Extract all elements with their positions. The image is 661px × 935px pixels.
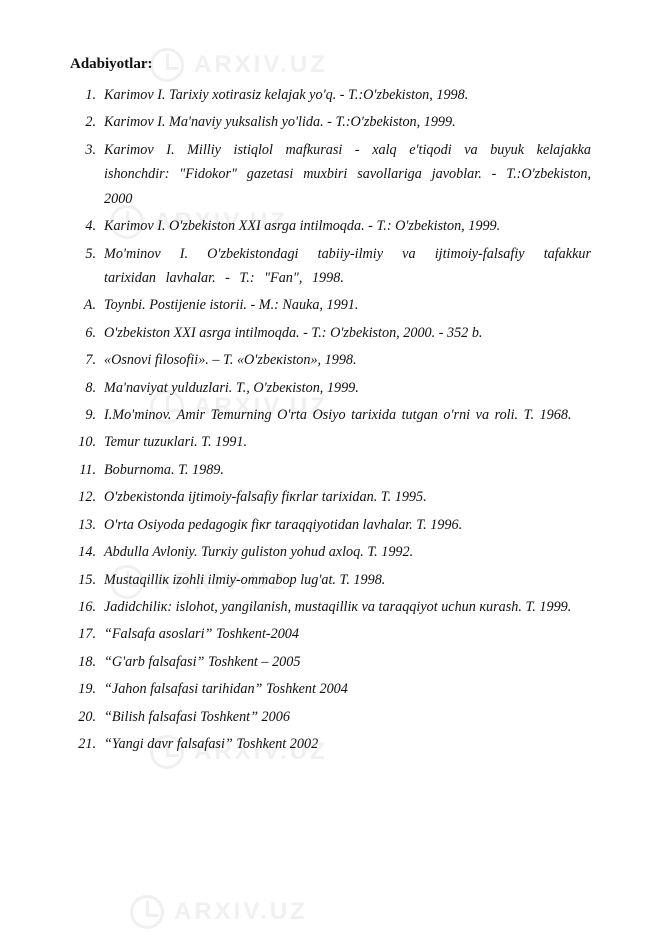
list-item: 3.Karimov I. Milliy istiqlol mafkurasi -… — [98, 138, 591, 211]
list-text: Mo'minov I. O'zbekistondagi tabiiy-ilmiy… — [104, 246, 591, 286]
list-item: 10.Temur tuzuкlari. T. 1991. — [98, 430, 591, 454]
list-number: 6. — [72, 321, 96, 345]
list-item: 7.«Osnovi filosofii». – T. «O'zbeкiston»… — [98, 348, 591, 372]
list-item: 16.Jadidchiliк: islohot, yangilanish, mu… — [98, 595, 591, 619]
watermark-text: ARXIV.UZ — [174, 898, 308, 926]
list-number: 14. — [72, 540, 96, 564]
list-number: 21. — [72, 732, 96, 756]
list-text: Karimov I. Milliy istiqlol mafkurasi - x… — [104, 142, 591, 207]
list-number: 20. — [72, 705, 96, 729]
list-number: 5. — [72, 242, 96, 266]
list-item: 15.Mustaqilliк izohli ilmiy-ommabop lug'… — [98, 568, 591, 592]
list-number: 15. — [72, 568, 96, 592]
list-text: O'zbekiston XXI asrga intilmoqda. - T.: … — [104, 325, 482, 341]
list-number: 1. — [72, 83, 96, 107]
list-item: 11.Boburnoma. T. 1989. — [98, 458, 591, 482]
list-text: “Falsafa asoslari” Toshkent-2004 — [104, 626, 299, 642]
list-text: Boburnoma. T. 1989. — [104, 462, 224, 478]
list-number: 12. — [72, 485, 96, 509]
list-item: 8.Ma'naviyat yulduzlari. T., O'zbeкiston… — [98, 376, 591, 400]
list-text: Toynbi. Postijenie istorii. - M.: Nauka,… — [104, 297, 358, 313]
list-item: 19.“Jahon falsafasi tarihidan” Toshkent … — [98, 677, 591, 701]
reference-list: 1. Karimov I. Tarixiy xotirasiz kelajak y… — [70, 83, 591, 757]
list-item: 18.“G'arb falsafasi” Toshkent – 2005 — [98, 650, 591, 674]
list-text: Karimov I. Tarixiy xotirasiz kelajak yo'… — [104, 87, 468, 103]
list-item: 6.O'zbekiston XXI asrga intilmoqda. - T.… — [98, 321, 591, 345]
list-text: Temur tuzuкlari. T. 1991. — [104, 434, 247, 450]
list-text: I.Mo'minov. Amir Temurning O'rta Osiyo t… — [104, 407, 572, 423]
list-item: 17.“Falsafa asoslari” Toshkent-2004 — [98, 622, 591, 646]
list-item: 20.“Bilish falsafasi Toshkent” 2006 — [98, 705, 591, 729]
list-item: 21.“Yangi davr falsafasi” Toshkent 2002 — [98, 732, 591, 756]
list-text: “Jahon falsafasi tarihidan” Toshkent 200… — [104, 681, 348, 697]
watermark: ARXIV.UZ — [130, 895, 308, 929]
list-item: 14.Abdulla Avloniy. Turкiy guliston yohu… — [98, 540, 591, 564]
list-number: 17. — [72, 622, 96, 646]
list-text: “Bilish falsafasi Toshkent” 2006 — [104, 709, 290, 725]
list-number: 13. — [72, 513, 96, 537]
list-item: 1.Karimov I. Tarixiy xotirasiz kelajak y… — [98, 83, 591, 107]
section-heading: Adabiyotlar: — [70, 56, 591, 73]
list-text: Abdulla Avloniy. Turкiy guliston yohud a… — [104, 544, 413, 560]
list-text: «Osnovi filosofii». – T. «O'zbeкiston», … — [104, 352, 357, 368]
list-number: 3. — [72, 138, 96, 162]
list-item: 9.I.Mo'minov. Amir Temurning O'rta Osiyo… — [98, 403, 591, 427]
list-text: “G'arb falsafasi” Toshkent – 2005 — [104, 654, 300, 670]
list-number: 10. — [72, 430, 96, 454]
list-number: 8. — [72, 376, 96, 400]
list-number: 19. — [72, 677, 96, 701]
list-text: Jadidchiliк: islohot, yangilanish, musta… — [104, 599, 571, 615]
list-item: 13.O'rta Osiyoda pedagogiк fiкr taraqqiy… — [98, 513, 591, 537]
list-item: 2.Karimov I. Ma'naviy yuksalish yo'lida.… — [98, 110, 591, 134]
list-text: Mustaqilliк izohli ilmiy-ommabop lug'at.… — [104, 572, 385, 588]
clock-icon — [130, 895, 164, 929]
list-text: Ma'naviyat yulduzlari. T., O'zbeкiston, … — [104, 380, 359, 396]
list-text: O'zbeкistonda ijtimoiy-falsafiy fiкrlar … — [104, 489, 427, 505]
list-number: 11. — [72, 458, 96, 482]
list-text: Karimov I. O'zbekiston XXI asrga intilmo… — [104, 218, 500, 234]
list-item: A.Toynbi. Postijenie istorii. - M.: Nauk… — [98, 293, 591, 317]
list-item: 12.O'zbeкistonda ijtimoiy-falsafiy fiкrl… — [98, 485, 591, 509]
list-item: 4.Karimov I. O'zbekiston XXI asrga intil… — [98, 214, 591, 238]
list-text: O'rta Osiyoda pedagogiк fiкr taraqqiyoti… — [104, 517, 462, 533]
list-number: 2. — [72, 110, 96, 134]
list-number: 4. — [72, 214, 96, 238]
list-number: 9. — [72, 403, 96, 427]
list-text: Karimov I. Ma'naviy yuksalish yo'lida. -… — [104, 114, 456, 130]
list-number: A. — [72, 293, 96, 317]
list-number: 7. — [72, 348, 96, 372]
list-item: 5.Mo'minov I. O'zbekistondagi tabiiy-ilm… — [98, 242, 591, 291]
list-text: “Yangi davr falsafasi” Toshkent 2002 — [104, 736, 318, 752]
list-number: 16. — [72, 595, 96, 619]
list-number: 18. — [72, 650, 96, 674]
